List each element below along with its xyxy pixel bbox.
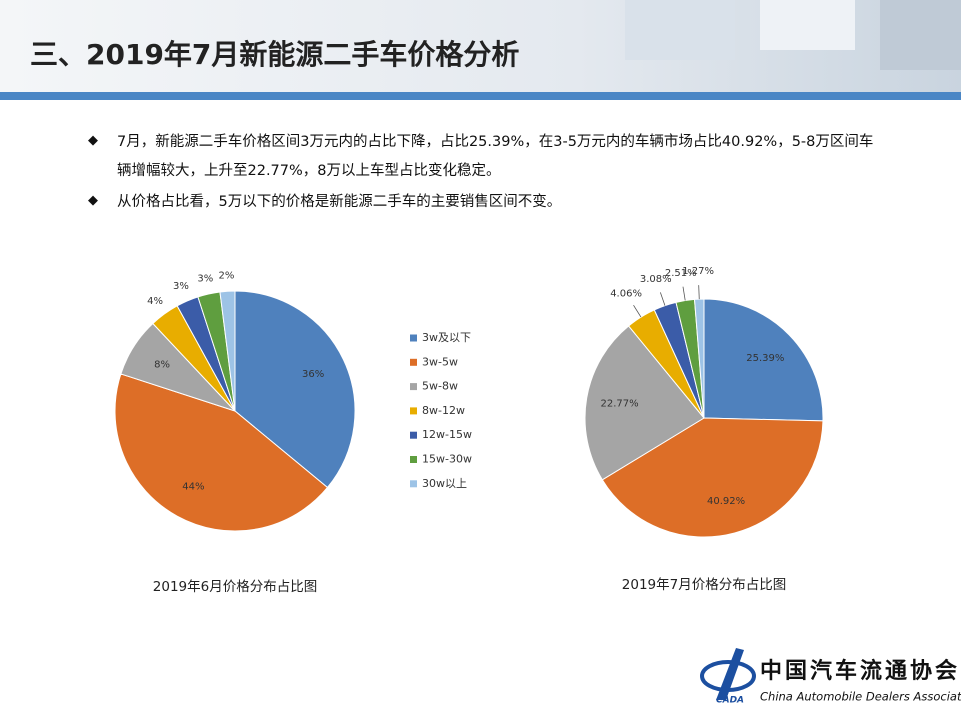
logo-name: 中国汽车流通协会 <box>760 658 960 684</box>
data-label: 40.92% <box>707 496 745 507</box>
leader-line <box>682 286 686 301</box>
bullet-icon: ◆ <box>88 193 98 208</box>
pie-slice <box>234 290 356 489</box>
legend-label: 3w-5w <box>422 355 458 368</box>
data-label: 8% <box>154 360 170 371</box>
legend-label: 3w及以下 <box>422 331 471 344</box>
pie-slice <box>703 298 824 422</box>
header-bar <box>0 92 961 100</box>
legend-label: 15w-30w <box>422 453 472 466</box>
leader-line <box>659 292 666 306</box>
pie-slice <box>601 417 824 538</box>
header-deco <box>760 0 855 50</box>
header-deco <box>625 0 735 60</box>
data-label: 2.51% <box>665 268 697 279</box>
pie-slice <box>693 298 705 419</box>
legend-swatch <box>410 456 417 463</box>
data-label: 22.77% <box>600 399 638 410</box>
slide-title: 三、2019年7月新能源二手车价格分析 <box>30 38 519 71</box>
logo-abbr: CADA <box>716 696 744 706</box>
data-label: 4.06% <box>610 288 642 299</box>
legend-swatch <box>410 431 417 439</box>
legend-swatch <box>410 334 417 342</box>
legend-swatch <box>410 407 417 415</box>
chart-title: 2019年7月价格分布占比图 <box>622 577 786 593</box>
data-label: 1.27% <box>682 266 714 277</box>
leader-line <box>633 305 642 318</box>
data-label: 3% <box>197 273 213 284</box>
leader-line <box>698 285 700 300</box>
legend-swatch <box>410 358 417 366</box>
chart-title: 2019年6月价格分布占比图 <box>153 579 317 595</box>
bullet-text: 7月，新能源二手车价格区间3万元内的占比下降，占比25.39%，在3-5万元内的… <box>117 134 874 179</box>
legend-label: 30w以上 <box>422 477 467 490</box>
header-deco <box>880 0 961 70</box>
data-label: 44% <box>182 482 204 493</box>
legend-label: 5w-8w <box>422 380 458 393</box>
logo-english: China Automobile Dealers Association <box>760 690 961 704</box>
pie-slice <box>114 373 329 532</box>
pie-slice <box>219 290 236 412</box>
pie-slice <box>584 325 705 481</box>
data-label: 36% <box>302 369 324 380</box>
data-label: 25.39% <box>746 353 784 364</box>
data-label: 3.08% <box>640 274 672 285</box>
legend-swatch <box>410 480 417 488</box>
logo-emblem <box>716 648 744 700</box>
legend-swatch <box>410 383 417 391</box>
bullet-icon: ◆ <box>88 133 98 148</box>
data-label: 4% <box>147 296 163 307</box>
data-label: 2% <box>219 270 235 281</box>
logo: CADA 中国汽车流通协会 China Automobile Dealers A… <box>700 648 961 706</box>
bullet-text: 从价格占比看，5万以下的价格是新能源二手车的主要销售区间不变。 <box>117 194 562 210</box>
legend-label: 12w-15w <box>422 428 472 441</box>
data-label: 3% <box>173 281 189 292</box>
legend-label: 8w-12w <box>422 404 465 417</box>
